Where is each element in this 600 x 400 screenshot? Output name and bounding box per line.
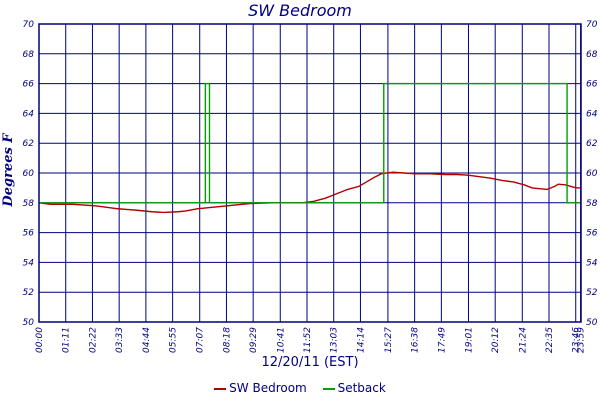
y-tick-label-left: 52 <box>23 288 35 298</box>
series-line-setback <box>39 82 581 204</box>
y-tick-label-right: 60 <box>586 169 598 179</box>
x-tick-label: 16:38 <box>411 327 421 353</box>
x-tick-label: 05:55 <box>169 327 179 353</box>
x-tick-label: 08:18 <box>222 327 232 353</box>
y-tick-label-left: 54 <box>23 258 35 268</box>
y-tick-label-left: 62 <box>23 139 35 149</box>
legend-swatch-sw-bedroom <box>214 387 227 390</box>
y-tick-label-right: 64 <box>586 109 598 119</box>
legend-swatch-setback <box>322 387 335 390</box>
x-tick-label: 23:46 <box>572 327 582 353</box>
x-tick-label: 04:44 <box>142 327 152 353</box>
y-tick-label-left: 50 <box>23 318 35 328</box>
series-line-sw-bedroom <box>38 171 581 214</box>
x-tick-label: 10:41 <box>276 327 286 353</box>
y-axis-left: 50 52 54 56 58 60 62 64 66 68 70 <box>23 20 35 328</box>
plot-frame <box>38 23 582 323</box>
x-tick-label: 17:49 <box>437 327 447 353</box>
y-tick-label-left: 68 <box>23 50 35 60</box>
y-tick-label-right: 54 <box>586 258 598 268</box>
grid <box>38 23 582 323</box>
x-tick-label: 21:24 <box>518 327 528 353</box>
x-tick-label: 02:22 <box>88 327 98 353</box>
legend-label-sw-bedroom: SW Bedroom <box>229 381 307 395</box>
x-tick-label: 19:01 <box>464 327 474 353</box>
chart-title: SW Bedroom <box>248 1 352 20</box>
series-layer <box>38 82 581 214</box>
legend-label-setback: Setback <box>337 381 386 395</box>
y-axis-right: 50 52 54 56 58 60 62 64 66 68 70 <box>586 20 598 328</box>
plot-border <box>38 23 582 323</box>
legend: SW Bedroom Setback <box>0 381 600 395</box>
legend-item-sw-bedroom: SW Bedroom <box>214 381 307 395</box>
x-axis: 00:00 01:11 02:22 03:33 04:44 05:55 07:07 08:18… <box>35 327 587 353</box>
x-tick-label: 22:35 <box>545 327 555 353</box>
x-tick-label: 14:14 <box>356 327 366 353</box>
y-tick-label-right: 58 <box>586 199 598 209</box>
x-tick-label: 11:52 <box>303 327 313 353</box>
y-tick-label-right: 62 <box>586 139 598 149</box>
x-axis-label: 12/20/11 (EST) <box>261 355 359 370</box>
x-tick-label: 09:29 <box>249 327 259 353</box>
x-tick-label: 07:07 <box>196 327 206 353</box>
x-tick-label: 23:59 <box>577 327 587 353</box>
y-tick-label-right: 70 <box>586 20 598 30</box>
y-tick-label-left: 56 <box>23 229 35 239</box>
y-tick-label-left: 64 <box>23 109 35 119</box>
x-tick-label: 03:33 <box>115 327 125 353</box>
y-tick-label-right: 50 <box>586 318 598 328</box>
x-tick-label: 01:11 <box>62 327 72 353</box>
y-tick-label-right: 66 <box>586 80 598 90</box>
y-tick-label-right: 68 <box>586 50 598 60</box>
x-tick-label: 15:27 <box>384 327 394 353</box>
y-tick-label-left: 58 <box>23 199 35 209</box>
x-tick-label: 20:12 <box>491 327 501 353</box>
y-tick-label-right: 52 <box>586 288 598 298</box>
y-tick-label-left: 66 <box>23 80 35 90</box>
y-tick-label-left: 60 <box>23 169 35 179</box>
x-tick-label: 00:00 <box>35 327 45 353</box>
y-axis-label: Degrees F <box>1 133 16 207</box>
y-tick-label-left: 70 <box>23 20 35 30</box>
y-tick-label-right: 56 <box>586 229 598 239</box>
x-tick-label: 13:03 <box>330 327 340 353</box>
legend-item-setback: Setback <box>322 381 386 395</box>
